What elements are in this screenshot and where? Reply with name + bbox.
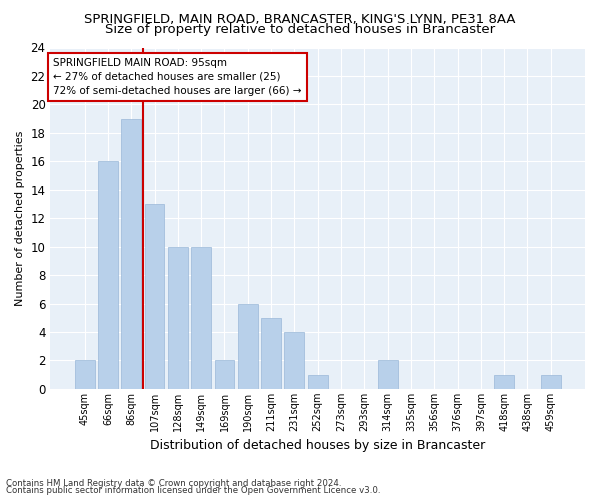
Bar (145, 204, 164, 389)
Bar (378, 360, 398, 389)
Bar (261, 318, 281, 389)
Bar (121, 118, 141, 389)
Bar (98, 162, 118, 389)
Bar (238, 304, 257, 389)
Text: SPRINGFIELD, MAIN ROAD, BRANCASTER, KING'S LYNN, PE31 8AA: SPRINGFIELD, MAIN ROAD, BRANCASTER, KING… (84, 12, 516, 26)
Bar (75, 360, 95, 389)
Bar (191, 246, 211, 389)
X-axis label: Distribution of detached houses by size in Brancaster: Distribution of detached houses by size … (150, 440, 485, 452)
Bar (541, 374, 561, 389)
Bar (168, 246, 188, 389)
Bar (308, 374, 328, 389)
Bar (215, 360, 235, 389)
Text: Size of property relative to detached houses in Brancaster: Size of property relative to detached ho… (105, 22, 495, 36)
Text: Contains public sector information licensed under the Open Government Licence v3: Contains public sector information licen… (6, 486, 380, 495)
Bar (284, 332, 304, 389)
Y-axis label: Number of detached properties: Number of detached properties (15, 130, 25, 306)
Text: Contains HM Land Registry data © Crown copyright and database right 2024.: Contains HM Land Registry data © Crown c… (6, 478, 341, 488)
Text: SPRINGFIELD MAIN ROAD: 95sqm
← 27% of detached houses are smaller (25)
72% of se: SPRINGFIELD MAIN ROAD: 95sqm ← 27% of de… (53, 58, 302, 96)
Bar (494, 374, 514, 389)
